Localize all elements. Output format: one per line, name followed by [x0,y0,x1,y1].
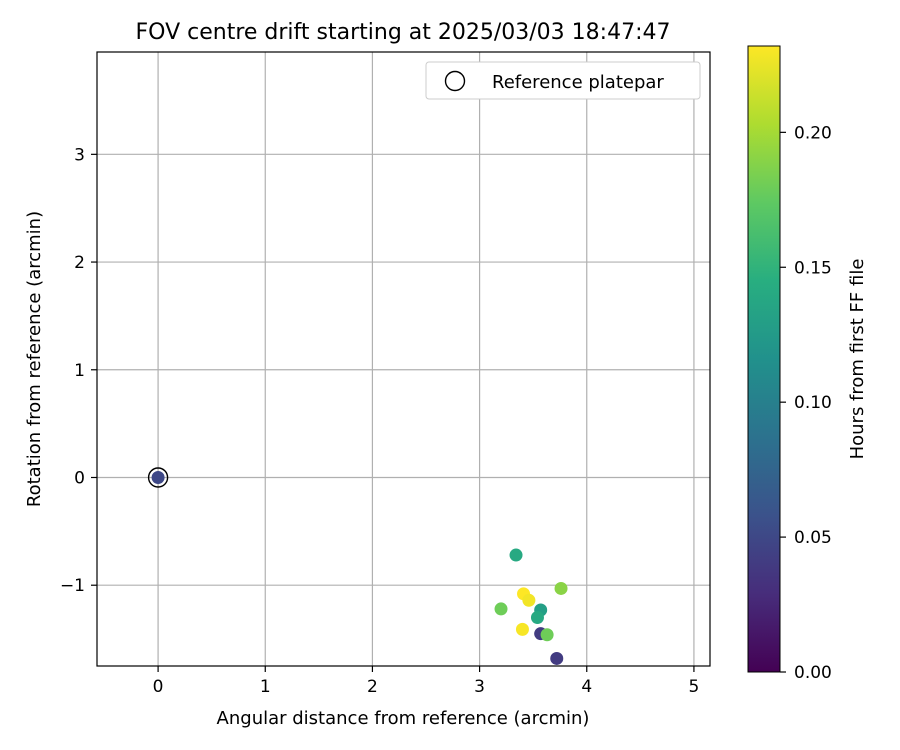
y-axis-ticks: −1 0 1 2 3 [60,145,97,596]
data-point [540,628,554,642]
data-points [147,467,568,665]
legend-entry-reference: Reference platepar [492,72,664,93]
x-tick-label: 0 [153,677,164,697]
legend: Reference platepar [425,61,701,100]
x-tick-label: 3 [474,677,485,697]
plot-frame [96,51,711,667]
colorbar-label: Hours from first FF file [847,259,868,460]
legend-marker-icon [444,70,466,92]
colorbar-tick-label: 0.15 [794,258,832,278]
reference-marker [147,467,169,488]
data-point [509,548,523,562]
data-point [530,611,544,625]
colorbar-tick-label: 0.10 [794,393,832,413]
data-point [550,651,564,665]
y-tick-label: 3 [74,145,85,165]
x-tick-label: 1 [260,677,271,697]
colorbar-ticks: 0.00 0.05 0.10 0.15 0.20 [780,123,832,683]
y-tick-label: 0 [74,468,85,488]
data-point [151,470,165,484]
x-axis-ticks: 0 1 2 3 4 5 [153,666,700,697]
data-point [522,593,536,607]
colorbar-gradient [747,45,781,673]
y-axis-label: Rotation from reference (arcmin) [24,211,45,507]
chart-title: FOV centre drift starting at 2025/03/03 … [136,20,671,45]
legend-box [425,61,701,100]
colorbar: 0.00 0.05 0.10 0.15 0.20 Hours from first FF… [747,45,868,683]
x-tick-label: 2 [367,677,378,697]
colorbar-tick-label: 0.20 [794,123,832,143]
x-axis-label: Angular distance from reference (arcmin) [217,708,590,729]
data-point [494,602,508,616]
colorbar-tick-label: 0.00 [794,663,832,683]
data-point [515,622,529,636]
y-tick-label: 2 [74,253,85,273]
grid-lines [97,52,710,666]
colorbar-tick-label: 0.05 [794,528,832,548]
y-tick-label: −1 [60,576,85,596]
data-point [554,581,568,595]
x-tick-label: 5 [689,677,700,697]
y-tick-label: 1 [74,361,85,381]
x-tick-label: 4 [581,677,592,697]
